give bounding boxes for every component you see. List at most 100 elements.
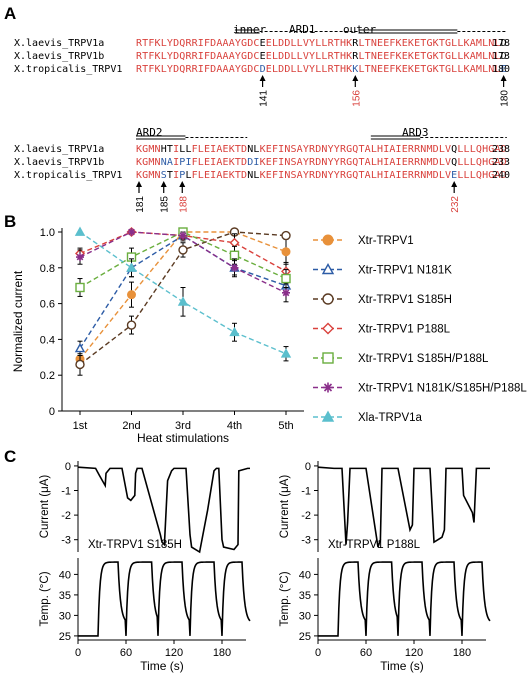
residue: L	[482, 64, 488, 75]
residue: G	[445, 38, 451, 49]
residue: Q	[179, 51, 185, 62]
residue: M	[426, 157, 432, 168]
residue-arrow-head	[136, 181, 142, 187]
residue: T	[439, 38, 445, 49]
residue: I	[185, 157, 191, 168]
residue: I	[383, 157, 389, 168]
current-y-tick-label: 0	[65, 461, 71, 473]
species-name: X.laevis_TRPV1a	[14, 144, 104, 155]
residue: E	[266, 157, 272, 168]
residue: Y	[235, 38, 241, 49]
residue: K	[433, 51, 439, 62]
residue: D	[241, 170, 247, 181]
residue: A	[365, 144, 371, 155]
residue: L	[457, 38, 463, 49]
data-point	[281, 247, 291, 257]
residue: A	[297, 157, 303, 168]
data-point	[75, 282, 85, 293]
current-y-tick-label: 0	[305, 461, 311, 473]
residue: K	[155, 64, 161, 75]
residue: E	[204, 157, 210, 168]
residue: Y	[235, 64, 241, 75]
residue: A	[297, 170, 303, 181]
current-trace	[77, 466, 250, 554]
sequence-row: KGMNHTILLFLEIAEKTDNLKEFINSAYRDNYYRGQTALH…	[136, 144, 507, 155]
residue: T	[334, 64, 340, 75]
residue: I	[173, 144, 179, 155]
residue: K	[464, 38, 470, 49]
residue: L	[198, 170, 204, 181]
residue: C	[253, 64, 259, 75]
residue: F	[389, 64, 395, 75]
residue: L	[457, 51, 463, 62]
residue: L	[451, 51, 457, 62]
residue: D	[501, 170, 507, 181]
residue: A	[229, 38, 235, 49]
residue: R	[340, 157, 347, 168]
legend-item: Xla-TRPV1a	[313, 410, 423, 424]
star-marker-lines	[76, 253, 84, 262]
residue: K	[464, 64, 470, 75]
residue: G	[426, 51, 432, 62]
current-y-tick-label: -2	[61, 510, 71, 522]
sequence-end-number: 178	[492, 38, 510, 49]
residue: D	[278, 38, 284, 49]
residue: F	[389, 51, 395, 62]
residue: D	[247, 64, 253, 75]
residue: N	[155, 157, 161, 168]
residue: D	[210, 51, 216, 62]
residue: S	[291, 170, 297, 181]
data-point	[322, 234, 334, 246]
residue: F	[272, 144, 278, 155]
residue: V	[303, 51, 309, 62]
panel-label-b: B	[4, 212, 16, 231]
residue: L	[439, 144, 445, 155]
species-name: X.laevis_TRPV1a	[14, 38, 104, 49]
residue: D	[247, 51, 253, 62]
residue: K	[408, 38, 414, 49]
residue: I	[278, 157, 284, 168]
series-line	[79, 231, 287, 289]
residue: T	[365, 64, 371, 75]
residue: N	[420, 144, 426, 155]
residue: I	[396, 144, 402, 155]
temp-y-tick-label: 40	[299, 569, 311, 581]
residue-number: 232	[450, 196, 461, 213]
residue: R	[340, 144, 347, 155]
residue: R	[185, 51, 192, 62]
residue: T	[358, 144, 364, 155]
series-5	[76, 228, 290, 303]
y-axis-label: Normalized current	[11, 270, 25, 372]
residue: L	[470, 144, 476, 155]
sequence-row: KGMNNAIPIFLEIAEKTDDIKEFINSAYRDNYYRGQTALH…	[136, 157, 507, 168]
residue: T	[420, 51, 426, 62]
residue: C	[253, 38, 259, 49]
residue: L	[297, 64, 303, 75]
residue: L	[161, 51, 167, 62]
data-point	[127, 228, 136, 236]
residue: I	[278, 144, 284, 155]
residue: G	[346, 170, 352, 181]
trace-set-0: 0 -1 -2 -3 Current (μA) Xtr-TRPV1 S185H 25 30 35…	[39, 461, 251, 673]
residue: Y	[309, 51, 315, 62]
data-point	[280, 348, 292, 358]
residue: R	[136, 51, 143, 62]
residue: F	[204, 51, 210, 62]
residue: E	[414, 51, 420, 62]
residue: F	[204, 64, 210, 75]
residue: S	[291, 144, 297, 155]
panel-label-a: A	[4, 4, 16, 23]
residue: G	[426, 64, 432, 75]
legend-label: Xtr-TRPV1 N181K/S185H/P188L	[358, 383, 527, 395]
residue: T	[235, 157, 241, 168]
residue: G	[142, 144, 148, 155]
residue: T	[142, 64, 148, 75]
residue: E	[402, 157, 408, 168]
residue: N	[284, 144, 290, 155]
current-y-tick-label: -1	[61, 486, 71, 498]
sequence-end-number: 173	[492, 51, 510, 62]
residue: N	[321, 170, 327, 181]
residue: L	[291, 64, 297, 75]
residue: R	[352, 38, 359, 49]
residue: A	[494, 170, 500, 181]
